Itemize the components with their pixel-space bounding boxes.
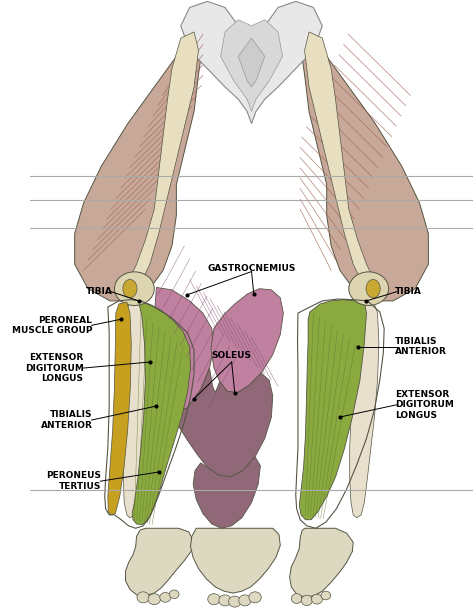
Ellipse shape (148, 594, 161, 605)
Ellipse shape (366, 279, 380, 298)
Polygon shape (193, 457, 260, 528)
Polygon shape (119, 32, 199, 301)
Ellipse shape (114, 272, 154, 306)
Polygon shape (108, 302, 131, 515)
Text: PERONEUS
TERTIUS: PERONEUS TERTIUS (46, 472, 101, 491)
Text: TIBIA: TIBIA (395, 287, 422, 296)
Ellipse shape (208, 594, 220, 605)
Ellipse shape (301, 595, 312, 605)
Ellipse shape (311, 594, 322, 604)
Polygon shape (75, 26, 203, 301)
Ellipse shape (137, 592, 149, 603)
Polygon shape (155, 287, 214, 412)
Polygon shape (238, 38, 265, 87)
Polygon shape (123, 301, 150, 518)
Text: TIBIALIS
ANTERIOR: TIBIALIS ANTERIOR (40, 410, 92, 430)
Ellipse shape (160, 593, 171, 602)
Polygon shape (299, 300, 366, 519)
Polygon shape (167, 368, 273, 477)
Ellipse shape (123, 279, 137, 298)
Polygon shape (220, 20, 283, 111)
Text: TIBIALIS
ANTERIOR: TIBIALIS ANTERIOR (395, 337, 447, 357)
Polygon shape (181, 1, 322, 123)
Text: EXTENSOR
DIGITORUM
LONGUS: EXTENSOR DIGITORUM LONGUS (25, 353, 83, 383)
Ellipse shape (169, 590, 179, 599)
Polygon shape (350, 301, 379, 518)
Polygon shape (211, 289, 283, 392)
Text: GASTROCNEMIUS: GASTROCNEMIUS (207, 265, 296, 273)
Ellipse shape (219, 595, 231, 606)
Polygon shape (132, 303, 191, 524)
Text: PERONEAL
MUSCLE GROUP: PERONEAL MUSCLE GROUP (12, 316, 92, 335)
Text: SOLEUS: SOLEUS (211, 351, 252, 360)
Polygon shape (300, 26, 428, 301)
Polygon shape (126, 528, 193, 596)
Polygon shape (290, 528, 353, 597)
Polygon shape (191, 528, 280, 593)
Text: TIBIA: TIBIA (85, 287, 112, 296)
Ellipse shape (239, 595, 251, 606)
Ellipse shape (349, 272, 389, 306)
Ellipse shape (249, 592, 261, 603)
Polygon shape (305, 32, 384, 301)
Ellipse shape (292, 594, 302, 604)
Ellipse shape (228, 596, 241, 607)
Text: EXTENSOR
DIGITORUM
LONGUS: EXTENSOR DIGITORUM LONGUS (395, 390, 454, 420)
Ellipse shape (321, 591, 331, 600)
